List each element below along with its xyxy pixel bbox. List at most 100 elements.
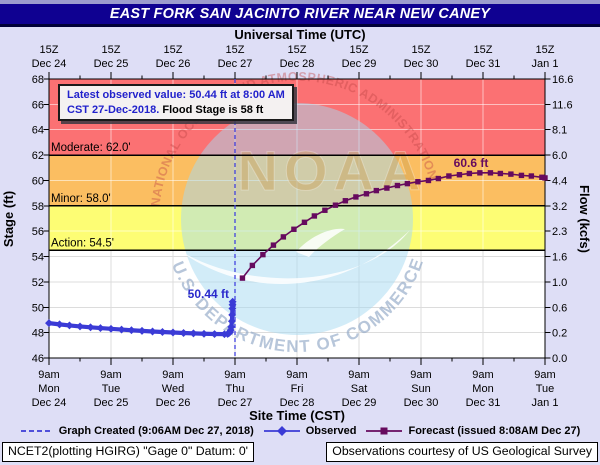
top-tick-label-date: Dec 31	[466, 58, 501, 70]
stage-tick-label: 56	[32, 226, 44, 238]
bottom-tick-label-time: 9am	[162, 369, 183, 381]
titlebar-top-strip	[0, 0, 600, 4]
flow-tick-label: 3.2	[552, 201, 567, 213]
observations-credit: Observations courtesy of US Geological S…	[326, 442, 598, 462]
forecast-marker	[249, 262, 256, 269]
flow-tick-label: 6.0	[552, 150, 567, 162]
forecast-marker	[260, 251, 266, 258]
bottom-tick-label-date: Dec 27	[218, 397, 253, 409]
tick-labels: 15Z Dec 24 15Z Dec 25 15Z Dec 26 15Z Dec 27 15Z D…	[32, 44, 574, 409]
legend-item-observed: Observed	[263, 425, 356, 437]
annotation-line1: Latest observed value: 50.44 ft at 8:00 …	[67, 89, 285, 101]
forecast-marker	[404, 180, 411, 187]
top-tick-label-date: Dec 29	[342, 58, 377, 70]
bottom-tick-label-time: 9am	[100, 369, 121, 381]
forecast-marker	[270, 242, 277, 248]
bottom-tick-label-day: Sun	[411, 383, 431, 395]
observed-marker	[210, 330, 219, 338]
forecast-marker	[456, 172, 463, 178]
top-tick-label-date: Dec 25	[94, 58, 129, 70]
stage-tick-label: 60	[32, 175, 44, 187]
forecast-marker	[518, 172, 525, 179]
right-axis-title: Flow (kcfs)	[577, 185, 592, 253]
bottom-tick-label-day: Thu	[226, 383, 245, 395]
latest-observed-annotation: Latest observed value: 50.44 ft at 8:00 …	[58, 84, 294, 122]
gage-datum-info: NCET2(plotting HGIRG) "Gage 0" Datum: 0'	[2, 442, 255, 462]
stage-tick-label: 58	[32, 201, 44, 213]
page-title: EAST FORK SAN JACINTO RIVER NEAR NEW CAN…	[109, 6, 491, 22]
forecast-marker	[353, 194, 359, 200]
observed-marker	[228, 297, 237, 306]
title-bar: EAST FORK SAN JACINTO RIVER NEAR NEW CAN…	[0, 4, 600, 27]
bottom-tick-label-time: 9am	[534, 369, 555, 381]
forecast-marker	[477, 170, 483, 176]
forecast-marker	[425, 177, 432, 184]
forecast-marker	[239, 275, 246, 281]
stage-tick-label: 52	[32, 277, 44, 289]
bottom-tick-label-day: Wed	[162, 383, 184, 395]
bottom-tick-label-time: 9am	[472, 369, 493, 381]
flow-tick-label: 16.6	[552, 74, 573, 86]
forecast-marker	[384, 185, 390, 191]
bottom-tick-label-time: 9am	[224, 369, 245, 381]
top-tick-label-utc: 15Z	[226, 44, 245, 56]
forecast-marker	[542, 175, 548, 181]
stage-tick-label: 48	[32, 328, 44, 340]
flow-tick-label: 1.0	[552, 277, 567, 289]
stage-tick-label: 62	[32, 150, 44, 162]
forecast-marker	[435, 175, 442, 182]
forecast-marker	[342, 198, 349, 204]
forecast-series	[239, 170, 548, 281]
observed-marker	[189, 329, 198, 338]
top-tick-label-utc: 15Z	[40, 44, 59, 56]
annotation-flood-stage: Flood Stage is 58 ft	[159, 103, 264, 116]
legend-label-forecast: Forecast (issued 8:08AM Dec 27)	[408, 425, 581, 437]
observed-marker	[228, 310, 237, 319]
legend-item-graph-created: Graph Created (9:06AM Dec 27, 2018)	[20, 425, 254, 437]
stage-tick-label: 54	[32, 252, 44, 264]
flow-tick-label: 1.6	[552, 252, 567, 264]
forecast-marker	[415, 179, 421, 185]
stage-tick-label: 66	[32, 99, 44, 111]
bottom-tick-label-time: 9am	[286, 369, 307, 381]
top-tick-label-utc: 15Z	[102, 44, 121, 56]
forecast-marker	[373, 187, 380, 194]
flow-tick-label: 8.1	[552, 125, 567, 137]
bottom-tick-label-time: 9am	[410, 369, 431, 381]
dashed-line-icon	[20, 430, 53, 432]
observed-marker	[138, 326, 146, 335]
top-tick-label-date: Dec 28	[280, 58, 315, 70]
bottom-tick-label-day: Fri	[291, 383, 304, 395]
forecast-marker	[291, 226, 297, 232]
stage-tick-label: 68	[32, 74, 44, 86]
observed-marker	[158, 328, 167, 336]
flow-tick-label: 0.2	[552, 328, 567, 340]
observed-marker	[227, 322, 236, 331]
legend: Graph Created (9:06AM Dec 27, 2018) Obse…	[0, 425, 600, 437]
stage-tick-label: 46	[32, 353, 44, 365]
top-tick-label-utc: 15Z	[412, 44, 431, 56]
forecast-marker	[528, 173, 535, 179]
latest-observed-label: 50.44 ft	[188, 287, 229, 301]
annotation-line2-date: CST 27-Dec-2018.	[67, 103, 160, 116]
top-tick-label-date: Jan 1	[532, 58, 559, 70]
forecast-crest-label: 60.6 ft	[454, 156, 489, 170]
left-axis-title: Stage (ft)	[1, 191, 16, 247]
bottom-tick-label-date: Dec 24	[32, 397, 67, 409]
utc-axis-title: Universal Time (UTC)	[234, 27, 366, 42]
top-tick-label-utc: 15Z	[474, 44, 493, 56]
bottom-tick-label-date: Dec 26	[156, 397, 191, 409]
bottom-axis-title: Site Time (CST)	[249, 408, 345, 423]
bottom-tick-label-time: 9am	[348, 369, 369, 381]
observed-marker	[200, 329, 208, 338]
top-tick-label-utc: 15Z	[164, 44, 183, 56]
forecast-marker	[322, 207, 328, 213]
bottom-tick-label-day: Sat	[351, 383, 368, 395]
bottom-tick-label-date: Jan 1	[532, 397, 559, 409]
moderate-threshold-label: Moderate: 62.0'	[51, 142, 131, 154]
bottom-tick-label-day: Mon	[38, 383, 59, 395]
line-diamond-icon	[263, 426, 300, 436]
flow-tick-label: 4.4	[552, 175, 567, 187]
forecast-marker	[280, 234, 287, 240]
